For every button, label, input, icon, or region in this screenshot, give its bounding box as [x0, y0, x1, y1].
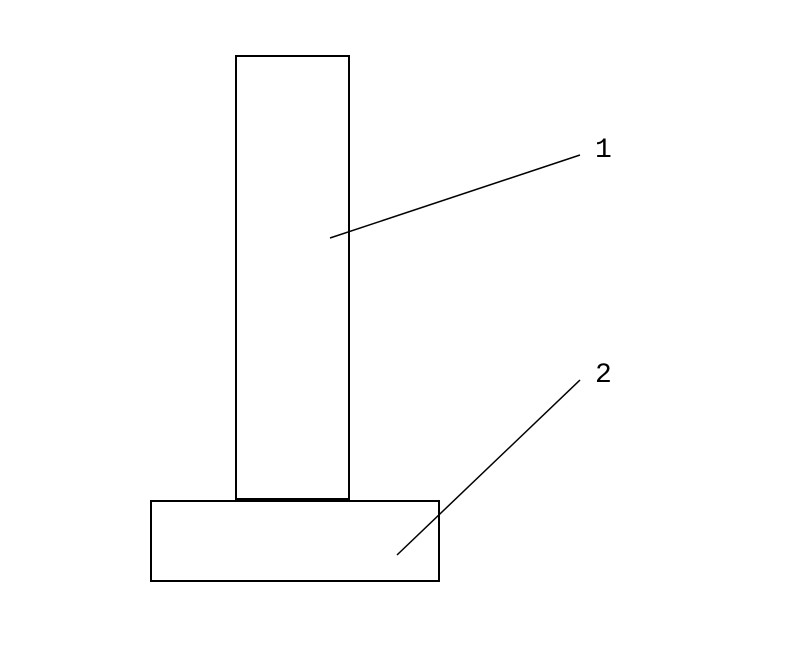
diagram-container: 1 2: [0, 0, 800, 654]
label-1: 1: [595, 135, 612, 166]
leader-line-1: [330, 155, 580, 238]
label-2: 2: [595, 360, 612, 391]
horizontal-base-shape: [150, 500, 440, 582]
vertical-bar-shape: [235, 55, 350, 500]
